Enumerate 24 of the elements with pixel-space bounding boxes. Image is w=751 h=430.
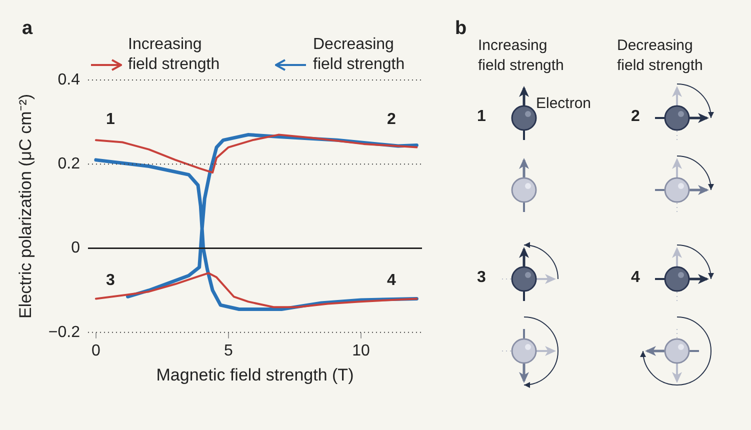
y-tick-label: 0.2 [58,156,80,173]
y-tick-label: 0 [71,240,80,257]
text: Decreasing field strength [617,36,704,76]
y-tick-label: −0.2 [48,324,80,341]
x-tick-label: 0 [91,342,100,360]
y-axis-title: Electric polarization (μC cm⁻²) [16,94,35,318]
text: a [22,18,33,40]
text: 1 [477,108,486,126]
annotation: 2 [387,111,396,129]
x-tick-label: 5 [224,342,234,360]
y-tick-label: 0.4 [58,71,80,88]
text: 2 [631,108,640,126]
annotation: 4 [387,272,396,290]
text: 3 [477,269,486,287]
x-tick-label: 10 [352,342,370,360]
legend-label: Decreasing field strength [313,35,406,75]
text: Electron [536,94,592,114]
x-axis-title: Magnetic field strength (T) [156,365,354,384]
text: 4 [631,269,640,287]
annotation: 1 [106,111,115,129]
legend-label: Increasing field strength [128,35,221,75]
annotation: 3 [106,272,115,290]
text: b [455,18,467,40]
text: Increasing field strength [478,36,565,76]
